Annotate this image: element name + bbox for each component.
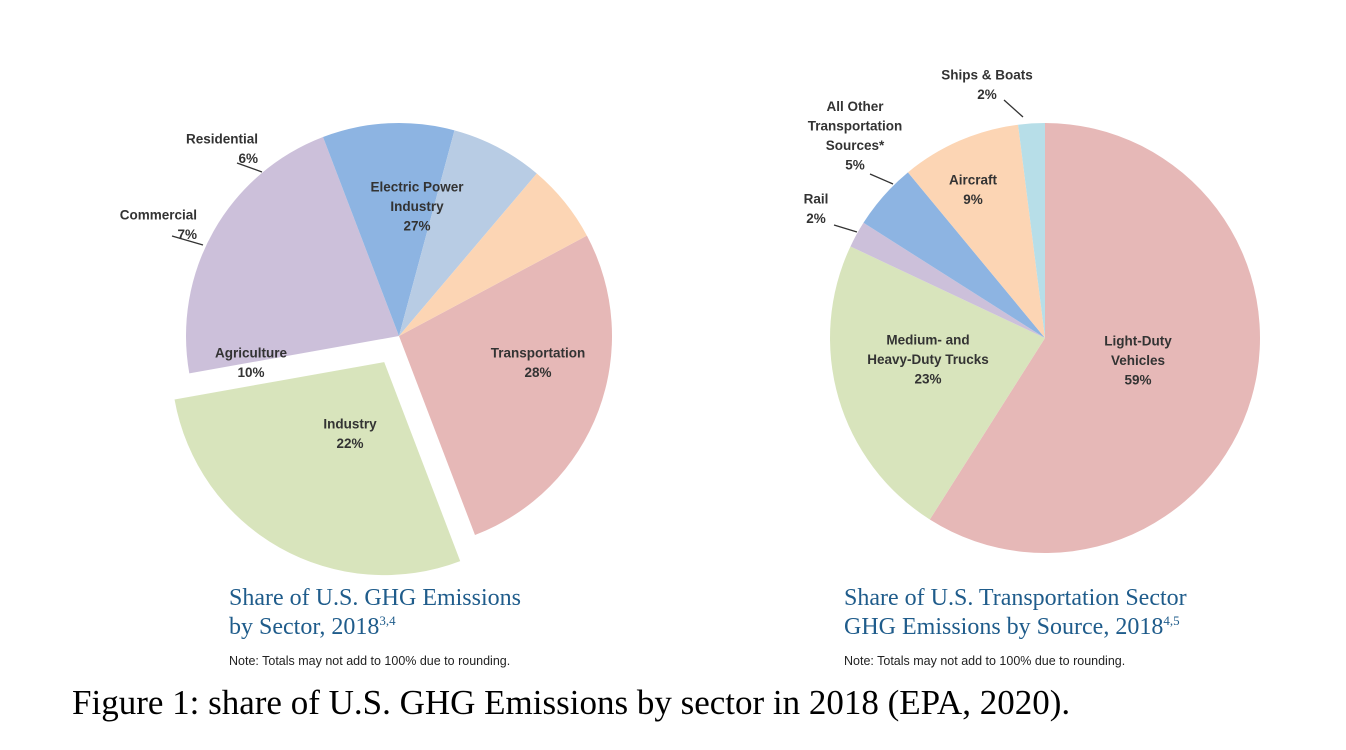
sector-pie-chart: Electric Power Industry 27% Transportation 2… bbox=[120, 122, 613, 576]
sector-callout-line-commercial bbox=[171, 235, 204, 246]
sector-chart-note: Note: Totals may not add to 100% due to … bbox=[229, 654, 511, 668]
transport-chart-title-superscript: 4,5 bbox=[1163, 613, 1180, 628]
transport-slice-rail bbox=[850, 222, 1045, 338]
sector-chart-title: Share of U.S. GHG Emissions by Sector, 2… bbox=[229, 584, 521, 642]
sector-label-commercial: Commercial 7% bbox=[120, 207, 197, 242]
sector-slice-industry bbox=[185, 137, 399, 374]
transport-callout-line-rail bbox=[833, 224, 858, 233]
sector-chart-title-superscript: 3,4 bbox=[379, 613, 396, 628]
transport-chart-note: Note: Totals may not add to 100% due to … bbox=[844, 654, 1126, 668]
sector-label-residential: Residential 6% bbox=[186, 131, 258, 166]
transport-chart-title-line1: Share of U.S. Transportation Sector bbox=[844, 585, 1187, 611]
transport-label-all-other-transportation-sources: All Other Transportation Sources* 5% bbox=[808, 99, 903, 173]
transport-label-rail: Rail 2% bbox=[804, 191, 829, 226]
sector-slice-residential bbox=[399, 173, 587, 336]
sector-slice-agriculture bbox=[323, 122, 455, 336]
sector-label-transportation: Transportation 28% bbox=[491, 345, 586, 380]
transportation-source-pie-chart: Light-Duty Vehicles 59% Medium- and Heavy-Du… bbox=[804, 67, 1261, 553]
transport-slice-aircraft bbox=[907, 124, 1045, 338]
transport-slice-all-other-transportation-sources bbox=[863, 172, 1045, 338]
sector-chart-title-line2: by Sector, 2018 bbox=[229, 614, 380, 640]
sector-slice-electric-power-industry bbox=[399, 235, 613, 535]
transport-callout-line-ships-boats bbox=[1003, 99, 1024, 118]
transport-callout-line-all-other-transportation-sources bbox=[869, 173, 894, 185]
sector-slice-commercial bbox=[399, 130, 537, 336]
transport-label-light-duty-vehicles: Light-Duty Vehicles 59% bbox=[1104, 334, 1172, 388]
sector-callout-line-residential bbox=[236, 162, 263, 173]
sector-label-electric-power-industry: Electric Power Industry 27% bbox=[370, 180, 464, 234]
sector-label-industry: Industry 22% bbox=[323, 416, 377, 451]
transport-label-medium-and-heavy-duty-trucks: Medium- and Heavy-Duty Trucks 23% bbox=[867, 333, 989, 387]
transport-slice-light-duty-vehicles bbox=[929, 123, 1261, 553]
sector-chart-title-line1: Share of U.S. GHG Emissions bbox=[229, 585, 521, 611]
figure-caption: Figure 1: share of U.S. GHG Emissions by… bbox=[72, 683, 1071, 722]
transport-slice-ships-boats bbox=[1018, 123, 1045, 338]
sector-slice-transportation bbox=[174, 362, 461, 576]
transport-slice-medium-and-heavy-duty-trucks bbox=[830, 246, 1045, 520]
transport-label-ships-boats: Ships & Boats 2% bbox=[941, 67, 1033, 102]
transport-chart-title: Share of U.S. Transportation Sector GHG … bbox=[844, 584, 1187, 642]
transport-chart-title-line2: GHG Emissions by Source, 2018 bbox=[844, 614, 1164, 640]
sector-label-agriculture: Agriculture 10% bbox=[215, 345, 288, 380]
transport-label-aircraft: Aircraft 9% bbox=[949, 172, 998, 207]
